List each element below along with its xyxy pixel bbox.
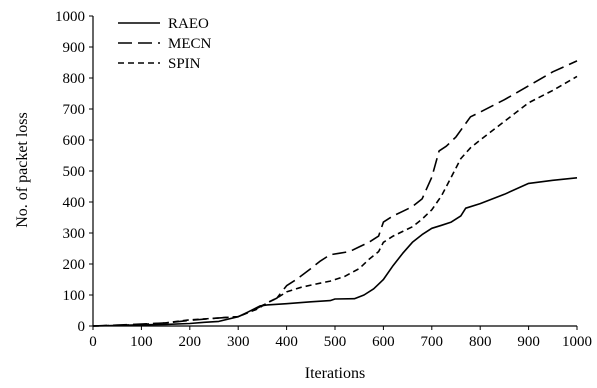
y-axis-ticks: 0 100 200 300 400 500 600 700 800 900 1000 (55, 9, 93, 335)
legend-label-raeo: RAEO (168, 16, 209, 32)
y-tick-label: 200 (63, 257, 86, 273)
x-tick-label: 400 (275, 334, 298, 350)
y-tick-label: 300 (63, 226, 86, 242)
series-lines (92, 60, 578, 327)
y-tick-label: 900 (63, 40, 86, 56)
y-tick-label: 100 (63, 288, 86, 304)
legend-label-mecn: MECN (168, 36, 212, 52)
series-line-spin (92, 75, 578, 327)
y-tick-label: 0 (78, 319, 86, 335)
x-tick-label: 0 (89, 334, 97, 350)
x-axis-ticks: 0 100 200 300 400 500 600 700 800 900 1000 (89, 326, 592, 350)
x-tick-label: 100 (130, 334, 153, 350)
x-tick-label: 300 (227, 334, 250, 350)
y-tick-label: 800 (63, 71, 86, 87)
x-axis-title: Iterations (305, 365, 365, 382)
x-tick-label: 500 (324, 334, 347, 350)
x-tick-label: 600 (372, 334, 395, 350)
x-tick-label: 800 (469, 334, 492, 350)
y-tick-label: 500 (63, 164, 86, 180)
x-tick-label: 900 (517, 334, 540, 350)
x-tick-label: 1000 (562, 334, 592, 350)
y-axis-title: No. of packet loss (14, 112, 31, 228)
legend: RAEO MECN SPIN (118, 16, 212, 72)
y-axis-title-group: No. of packet loss (14, 112, 31, 228)
y-tick-label: 400 (63, 195, 86, 211)
series-line-raeo (92, 177, 578, 327)
legend-label-spin: SPIN (168, 56, 201, 72)
x-tick-label: 700 (421, 334, 444, 350)
y-tick-label: 700 (63, 102, 86, 118)
y-tick-label: 1000 (55, 9, 85, 25)
y-tick-label: 600 (63, 133, 86, 149)
x-tick-label: 200 (179, 334, 202, 350)
